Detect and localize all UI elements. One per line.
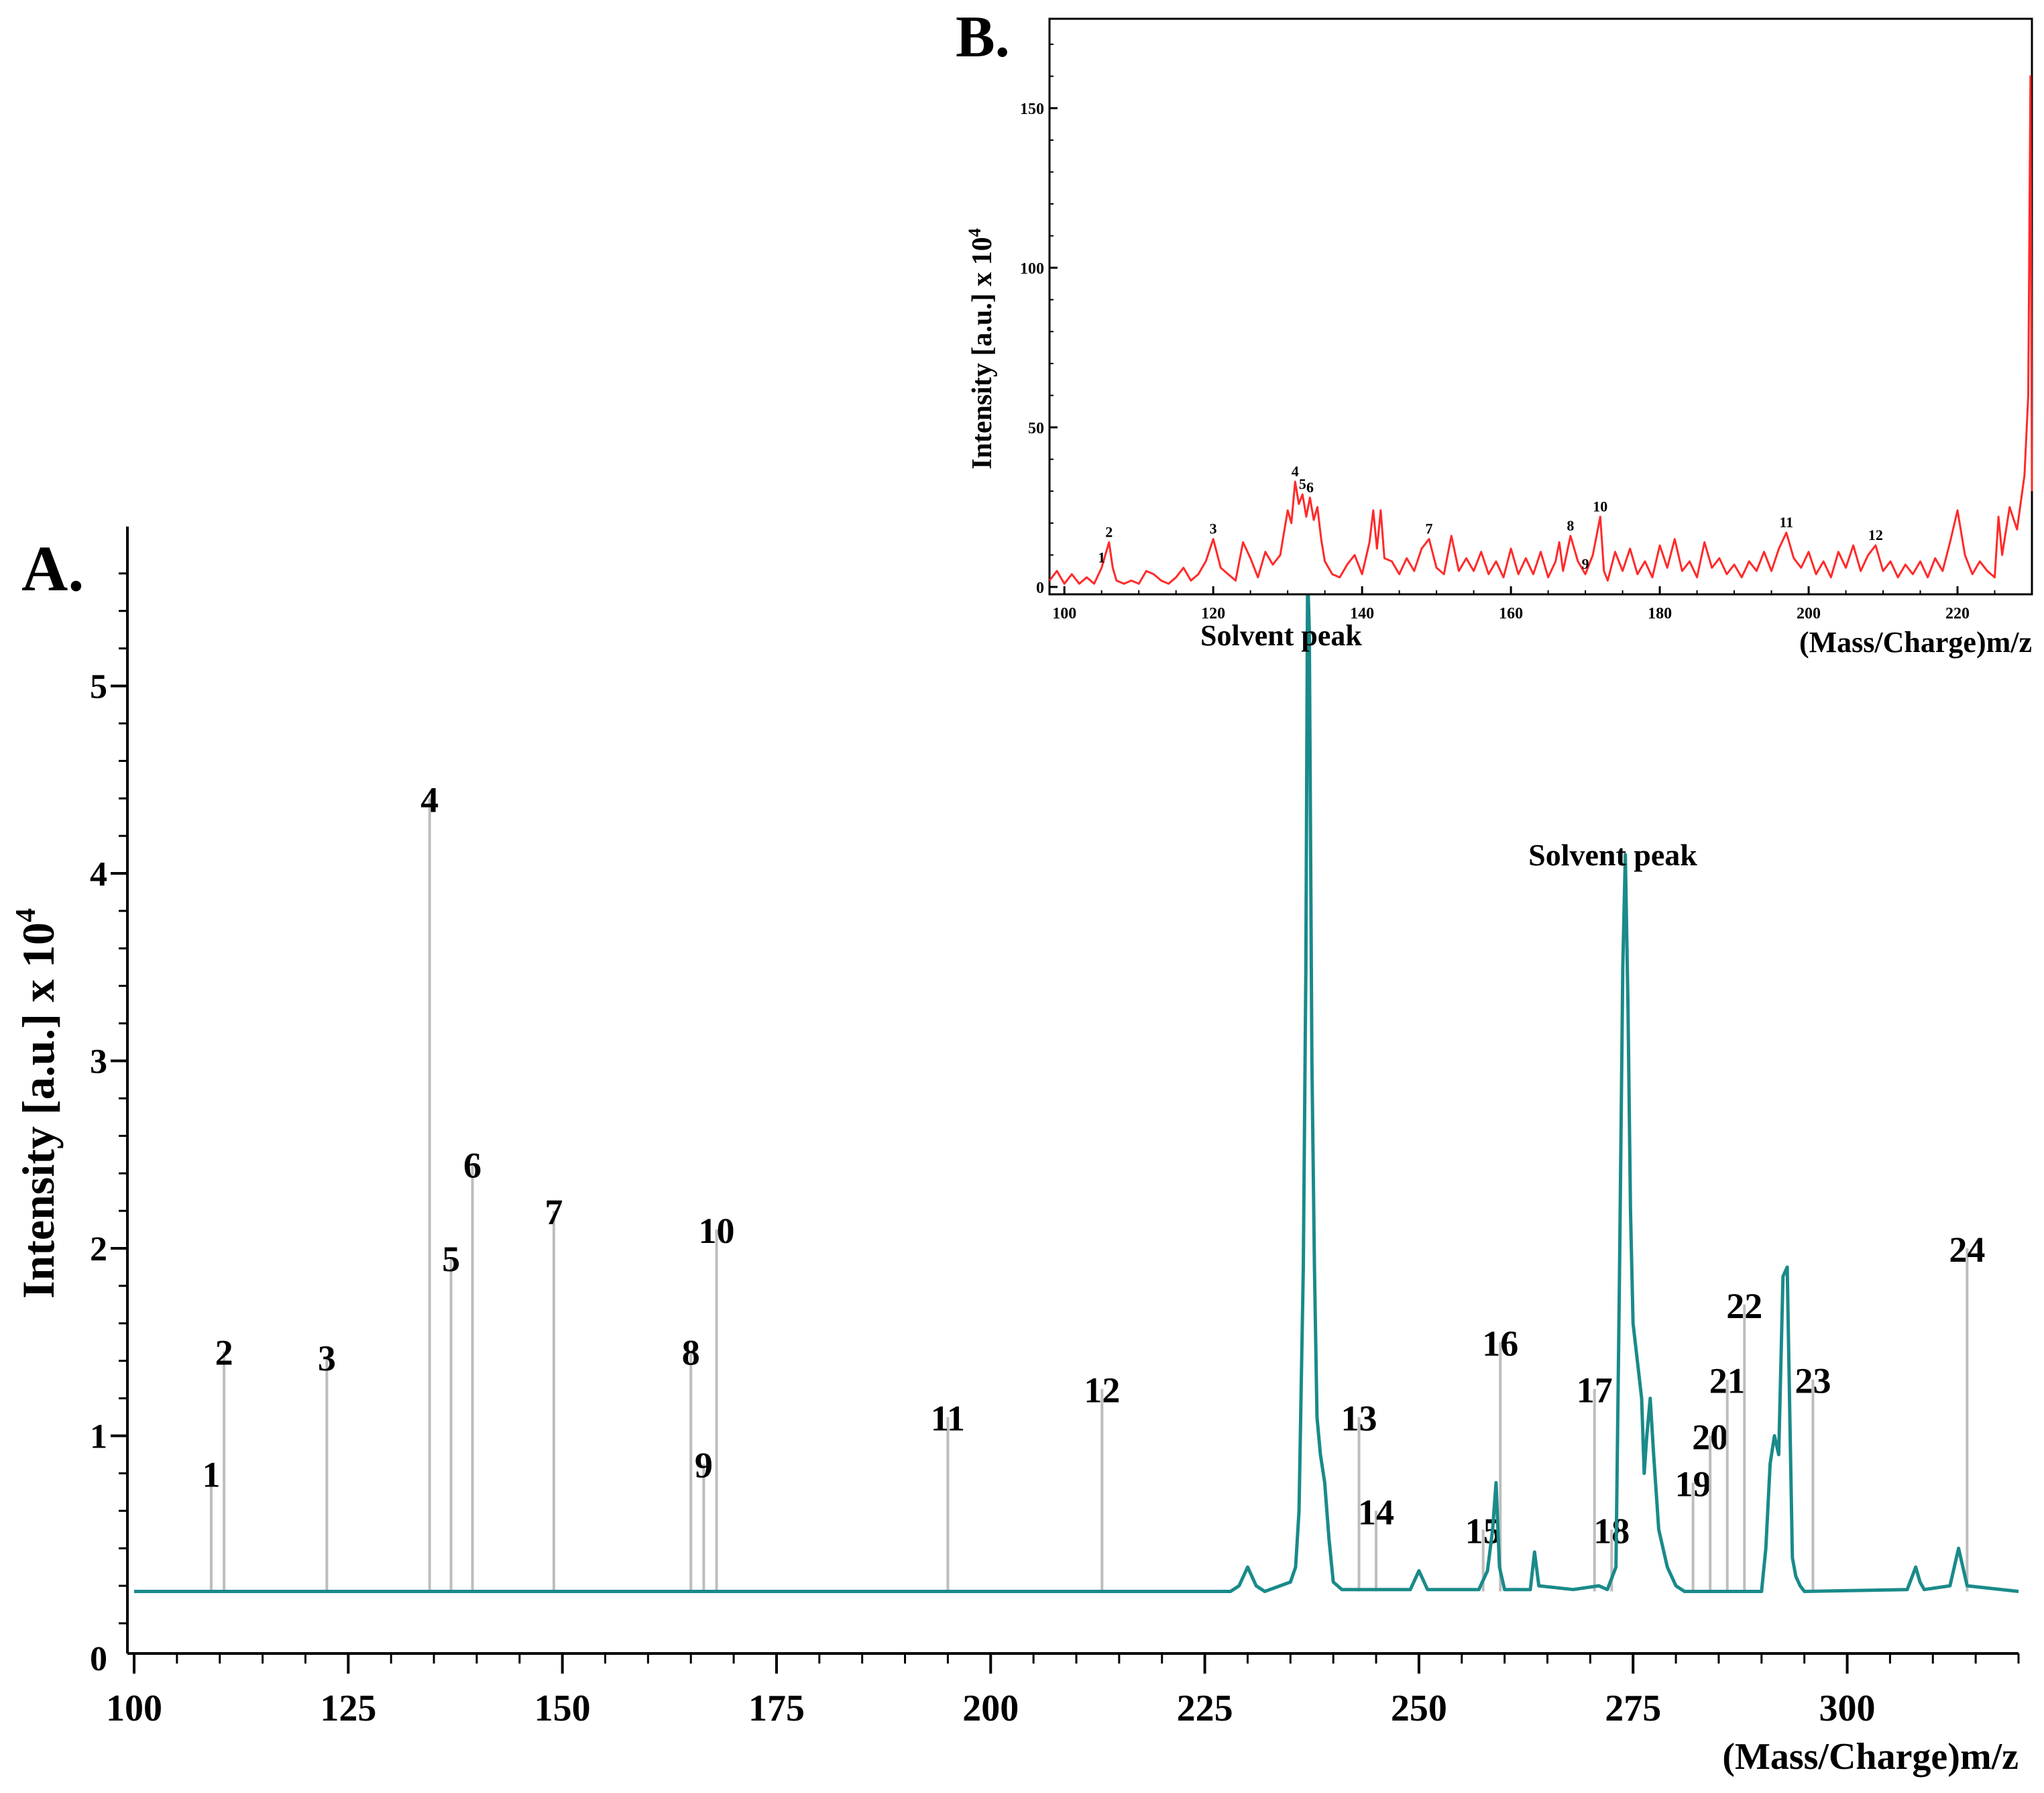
peak-label: 13 — [1341, 1399, 1377, 1439]
panel-b-peak-label: 10 — [1593, 498, 1607, 514]
panel-b-x-axis-label: (Mass/Charge)m/z — [1799, 626, 2032, 659]
peak-label: 14 — [1358, 1492, 1394, 1532]
panel-a-x-tick-label: 300 — [1819, 1688, 1876, 1729]
peak-label: 20 — [1692, 1417, 1728, 1458]
peak-label: 12 — [1084, 1370, 1120, 1411]
peak-label: 7 — [545, 1192, 563, 1232]
panel-b-peak-label: 5 — [1299, 476, 1306, 492]
peak-label: 3 — [318, 1338, 336, 1378]
panel-b-x-tick-label: 220 — [1945, 605, 1970, 622]
panel-b-x-tick-label: 100 — [1052, 605, 1076, 622]
panel-b-peak-label: 9 — [1582, 555, 1589, 572]
panel-b-x-tick-label: 120 — [1201, 605, 1225, 622]
panel-b-solvent-peak-annotation: Solvent peak — [1200, 619, 1362, 652]
peak-label: 8 — [682, 1333, 700, 1373]
panel-b-peak-label: 6 — [1306, 479, 1314, 496]
panel-b-peak-label: 12 — [1868, 527, 1883, 543]
panel-b-y-tick-label: 100 — [1020, 260, 1044, 278]
panel-a-x-tick-label: 100 — [106, 1688, 162, 1729]
panel-a-y-tick-label: 5 — [90, 668, 107, 706]
panel-a-x-tick-label: 200 — [962, 1688, 1019, 1729]
panel-a-y-axis-label: Intensity [a.u.] x 104 — [11, 908, 64, 1299]
panel-a-x-axis-label: (Mass/Charge)m/z — [1722, 1736, 2019, 1778]
panel-b-y-axis-label: Intensity [a.u.] x 104 — [965, 228, 998, 470]
panel-a-spectrum — [134, 572, 2019, 1593]
panel-b: B. Intensity [a.u.] x 104 (Mass/Charge)m… — [956, 5, 2033, 659]
panel-b-peak-label: 2 — [1105, 523, 1113, 540]
panel-a-label: A. — [21, 533, 84, 604]
panel-b-y-tick-label: 150 — [1020, 101, 1044, 118]
peak-label: 10 — [699, 1211, 735, 1251]
panel-b-x-tick-label: 200 — [1797, 605, 1821, 622]
panel-a-spectrum-line — [134, 572, 2019, 1593]
peak-label: 11 — [931, 1399, 965, 1439]
peak-label: 5 — [442, 1239, 460, 1279]
peak-label: 17 — [1577, 1370, 1613, 1411]
peak-label: 4 — [420, 779, 439, 820]
panel-a-x-tick-label: 125 — [320, 1688, 376, 1729]
panel-a-x-tick-label: 250 — [1391, 1688, 1447, 1729]
peak-label: 18 — [1593, 1511, 1630, 1551]
panel-a-y-tick-label: 3 — [90, 1043, 107, 1081]
panel-b-peak-label: 3 — [1210, 521, 1217, 537]
panel-b-y-tick-label: 50 — [1028, 420, 1044, 437]
panel-a: A. Intensity [a.u.] x 104 (Mass/Charge)m… — [11, 527, 2020, 1778]
panel-b-spectrum-line — [1048, 75, 2033, 585]
panel-b-x-tick-label: 160 — [1499, 605, 1523, 622]
panel-a-y-tick-label: 2 — [90, 1230, 107, 1268]
panel-a-y-tick-label: 0 — [90, 1640, 107, 1678]
panel-b-label: B. — [956, 5, 1010, 70]
peak-label: 2 — [215, 1333, 233, 1373]
peak-label: 22 — [1726, 1286, 1762, 1326]
panel-b-x-tick-label: 140 — [1350, 605, 1374, 622]
panel-b-peak-label: 1 — [1098, 549, 1105, 565]
peak-label: 19 — [1675, 1464, 1711, 1504]
panel-b-y-tick-label: 0 — [1036, 580, 1044, 597]
peak-label: 1 — [202, 1454, 220, 1495]
peak-label: 23 — [1795, 1361, 1831, 1401]
panel-b-peak-label: 8 — [1567, 517, 1574, 534]
peak-label: 21 — [1709, 1361, 1746, 1401]
panel-b-peak-label: 11 — [1779, 514, 1793, 531]
peak-label: 24 — [1949, 1230, 1985, 1270]
panel-b-spectrum — [1048, 75, 2033, 585]
panel-a-x-tick-label: 150 — [534, 1688, 591, 1729]
peak-label: 9 — [695, 1445, 713, 1485]
panel-a-x-tick-label: 275 — [1605, 1688, 1661, 1729]
panel-a-y-tick-label: 1 — [90, 1418, 107, 1456]
peak-label: 6 — [463, 1145, 481, 1185]
panel-b-plot-frame — [1048, 17, 2033, 596]
panel-a-solvent-peak-annotation: Solvent peak — [1528, 838, 1697, 872]
panel-b-peak-label: 7 — [1426, 521, 1433, 537]
panel-b-x-tick-label: 180 — [1648, 605, 1672, 622]
peak-label: 16 — [1482, 1323, 1518, 1364]
peak-label: 15 — [1465, 1511, 1501, 1551]
panel-b-axes: 100 120 140 160 180 200 220 0 50 100 150 — [1020, 44, 1996, 622]
panel-a-x-tick-label: 225 — [1177, 1688, 1233, 1729]
panel-a-x-tick-label: 175 — [748, 1688, 805, 1729]
panel-a-y-tick-label: 4 — [90, 855, 107, 893]
panel-b-peak-label: 4 — [1292, 463, 1299, 480]
